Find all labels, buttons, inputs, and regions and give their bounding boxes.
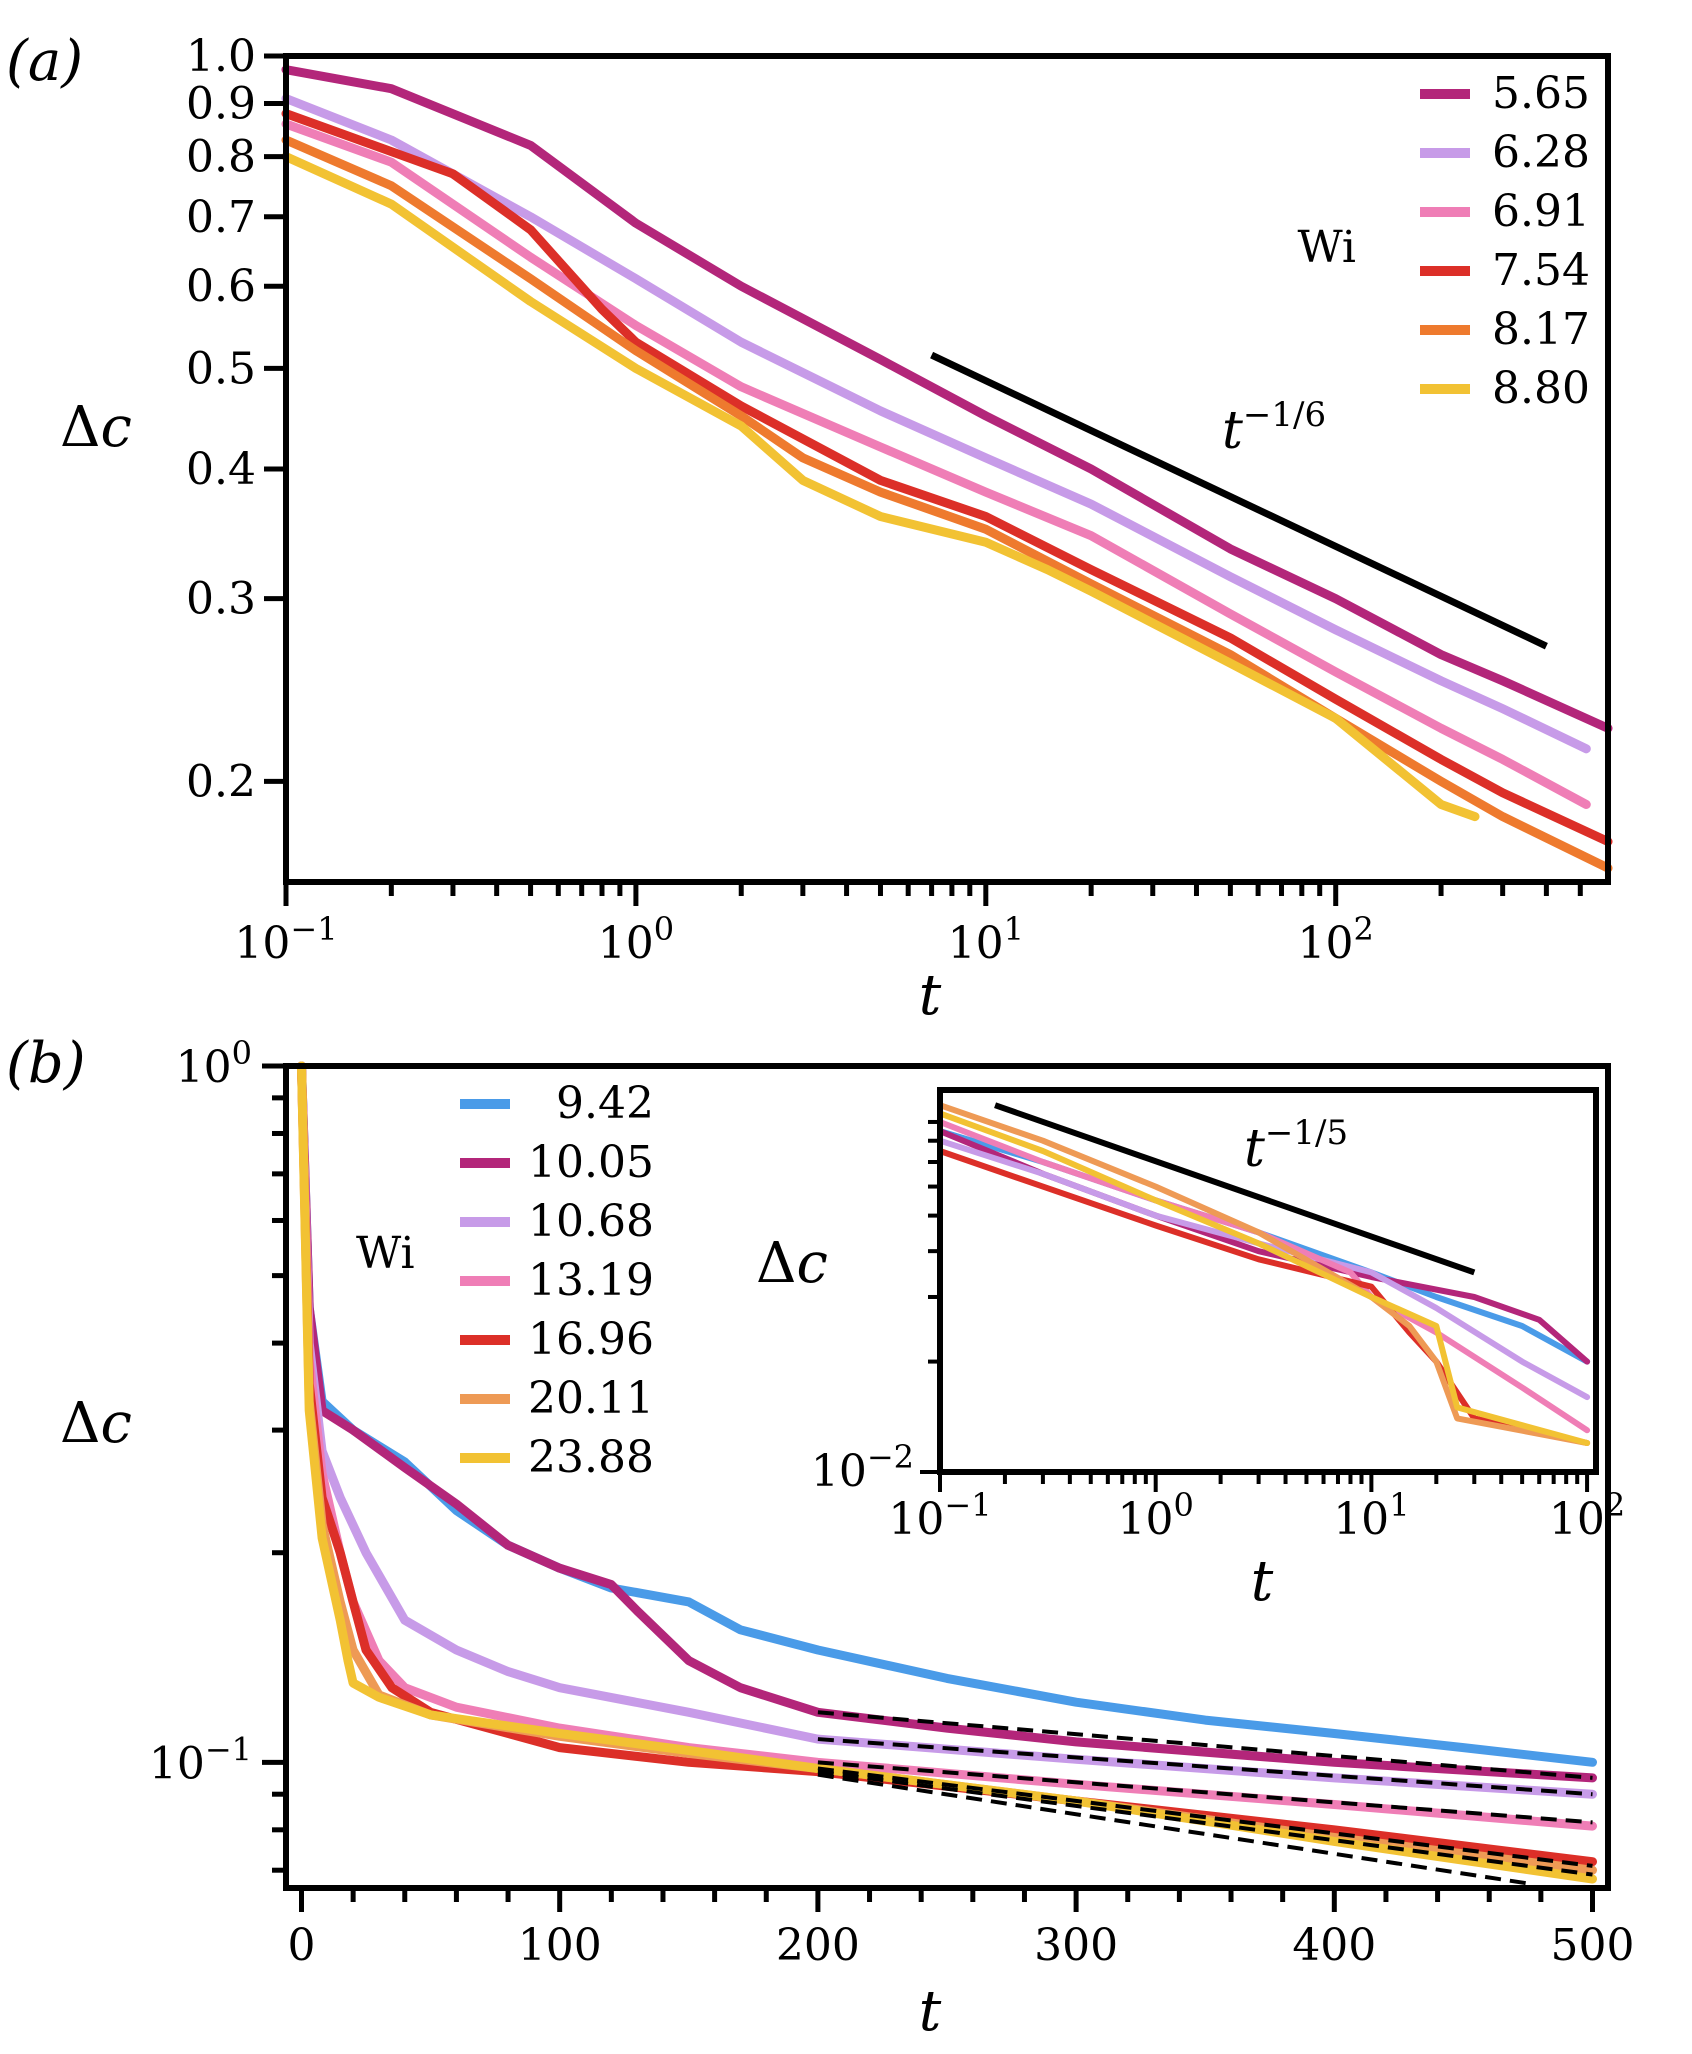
series-line-6.91: [281, 119, 1591, 809]
plot-frame: [283, 1063, 1611, 1891]
legend-title: Wi: [1297, 222, 1356, 273]
legend-label-5.65: 5.65: [1492, 68, 1590, 119]
series-line-23.88: [297, 1061, 1597, 1884]
inset-x-axis-title: t: [1251, 1549, 1274, 1614]
fit-line-dashed: [817, 1769, 1593, 1877]
inset-x-tick-label: 100: [1118, 1486, 1194, 1545]
legend-title: Wi: [356, 1228, 415, 1279]
x-axis-title: t: [919, 963, 942, 1028]
x-tick-label: 101: [948, 910, 1024, 969]
legend-label-8.80: 8.80: [1492, 363, 1590, 414]
x-tick-label: 400: [1292, 1920, 1376, 1971]
legend-label-6.28: 6.28: [1492, 127, 1590, 178]
fit-line-dashed: [817, 1760, 1593, 1825]
fit-line-dashed: [817, 1772, 1529, 1886]
legend-label-10.05: 10.05: [528, 1137, 654, 1188]
legend-label-7.54: 7.54: [1492, 245, 1590, 296]
inset-x-tick-label: 102: [1549, 1486, 1625, 1545]
series-line-8.17: [281, 135, 1613, 873]
y-tick-label: 0.5: [186, 343, 256, 394]
legend-label-10.68: 10.68: [528, 1196, 654, 1247]
legend-label-23.88: 23.88: [528, 1432, 654, 1483]
x-tick-label: 10−1: [234, 910, 337, 969]
y-axis-title: Δc: [60, 395, 132, 460]
panel-a: t−1/6 10−1 100 101 102 1.00.90.8 0.7 0.6 0.5 0.4 0…: [6, 29, 1613, 1028]
y-tick-label: 0.4: [186, 444, 256, 495]
x-tick-label: 200: [776, 1920, 860, 1971]
series-line-10.05: [297, 1061, 1597, 1783]
inset-y-tick-label: 10−2: [811, 1438, 914, 1497]
y-tick-label: 0.7: [186, 192, 256, 243]
fit-line-dashed: [817, 1766, 1593, 1868]
y-tick-label: 0.9: [186, 78, 256, 129]
y-tick-label: 0.8: [186, 132, 256, 183]
panel-label-a: (a): [6, 29, 83, 94]
legend-label-8.17: 8.17: [1492, 304, 1590, 355]
legend-label-20.11: 20.11: [528, 1373, 654, 1424]
y-tick-label: 0.2: [186, 756, 256, 807]
inset-reference-slope-line: [994, 1102, 1476, 1276]
inset-series-line-13.19: [937, 1119, 1591, 1434]
legend-label-9.42: 9.42: [556, 1078, 654, 1129]
series-line-6.28: [281, 94, 1591, 754]
x-axis-title: t: [919, 1979, 942, 2044]
fit-line-dashed: [817, 1737, 1593, 1797]
legend-label-16.96: 16.96: [528, 1314, 654, 1365]
inset-reference-slope-label: t−1/5: [1244, 1113, 1348, 1179]
x-tick-label: 100: [518, 1920, 602, 1971]
x-tick-label: 0: [287, 1920, 315, 1971]
fit-line-dashed: [817, 1710, 1593, 1780]
legend-label-6.91: 6.91: [1492, 186, 1590, 237]
inset-x-tick-label: 101: [1333, 1486, 1409, 1545]
panel-b-inset: t−1/5 10−1 100 101 102 10−2 t Δc: [756, 1087, 1625, 1614]
panel-b: 0 100 200 300 400 500 100 10−1 t Δc (b) 9.42 10.05 10…: [6, 1031, 1635, 2044]
y-tick-label: 100: [176, 1034, 252, 1093]
series-line-5.65: [281, 65, 1613, 733]
panel-label-b: (b): [6, 1031, 86, 1096]
inset-x-tick-label: 10−1: [888, 1486, 991, 1545]
inset-y-axis-title: Δc: [756, 1231, 828, 1296]
y-axis-title: Δc: [60, 1391, 132, 1456]
inset-series-line-16.96: [937, 1148, 1591, 1446]
y-tick-label: 0.3: [186, 574, 256, 625]
reference-slope-label: t−1/6: [1222, 395, 1326, 461]
x-tick-label: 500: [1551, 1920, 1635, 1971]
inset-frame: [937, 1087, 1599, 1475]
y-tick-label: 1.0: [186, 31, 256, 82]
legend-label-13.19: 13.19: [528, 1255, 654, 1306]
inset-series-line-23.88: [937, 1110, 1591, 1446]
series-line-8.80: [281, 152, 1480, 822]
x-tick-label: 102: [1298, 910, 1374, 969]
x-tick-label: 300: [1034, 1920, 1118, 1971]
y-tick-label: 10−1: [149, 1730, 252, 1789]
x-tick-label: 100: [598, 910, 674, 969]
reference-slope-line: [930, 351, 1548, 650]
y-tick-label: 0.6: [186, 261, 256, 312]
series-line-7.54: [281, 109, 1613, 847]
